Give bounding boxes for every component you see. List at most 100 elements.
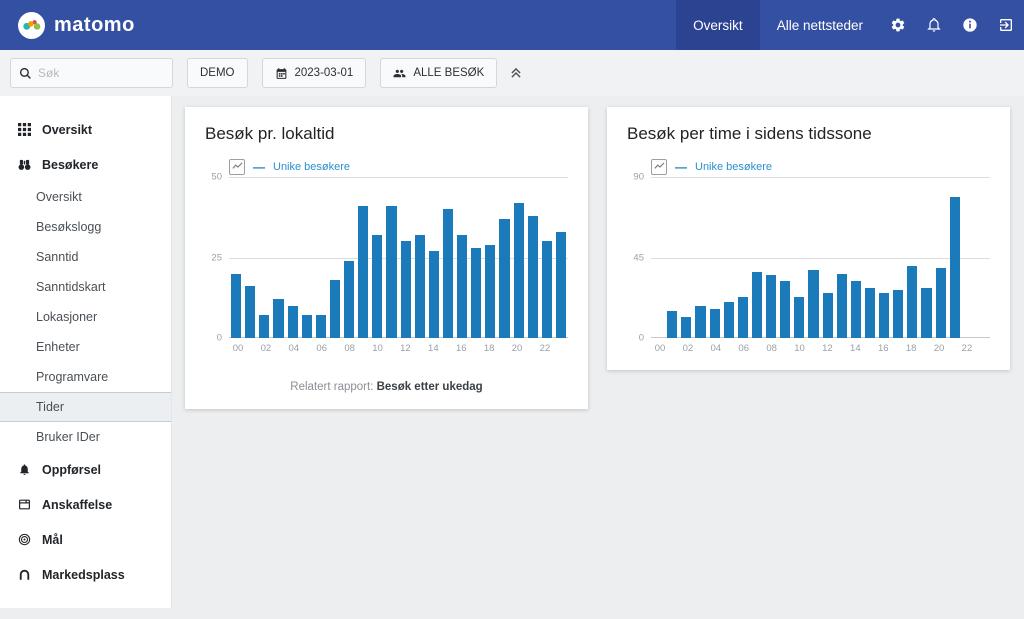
related-report-link[interactable]: Besøk etter ukedag xyxy=(376,381,483,393)
x-tick-label: 22 xyxy=(961,343,973,354)
site-selector-button[interactable]: DEMO xyxy=(187,58,248,88)
content-area: Besøk pr. lokaltid — Unike besøkere 50 2… xyxy=(172,96,1024,619)
bar[interactable] xyxy=(315,315,326,338)
info-icon[interactable] xyxy=(952,0,988,50)
bar[interactable] xyxy=(737,296,748,338)
search-box[interactable] xyxy=(10,58,173,88)
sidebar-item-m-l[interactable]: Mål xyxy=(0,522,171,557)
sidebar-item-lokasjoner[interactable]: Lokasjoner xyxy=(0,302,171,332)
sidebar-item-label: Bruker IDer xyxy=(36,430,100,444)
bar[interactable] xyxy=(766,275,777,338)
bar[interactable] xyxy=(794,296,805,338)
bar[interactable] xyxy=(527,215,538,338)
bar[interactable] xyxy=(780,280,791,338)
x-tick-label xyxy=(384,343,398,354)
nav-item-alle-nettsteder[interactable]: Alle nettsteder xyxy=(776,17,863,33)
chart-type-icon[interactable] xyxy=(651,158,667,175)
sidebar-item-sanntidskart[interactable]: Sanntidskart xyxy=(0,272,171,302)
bar[interactable] xyxy=(695,305,706,338)
gear-icon[interactable] xyxy=(880,0,916,50)
bar[interactable] xyxy=(935,268,946,338)
bar[interactable] xyxy=(344,260,355,338)
bar[interactable] xyxy=(907,266,918,338)
bar[interactable] xyxy=(723,302,734,338)
x-tick-label xyxy=(273,343,287,354)
sidebar-item-bruker-ider[interactable]: Bruker IDer xyxy=(0,422,171,452)
bar[interactable] xyxy=(485,244,496,338)
bar[interactable] xyxy=(231,273,242,338)
segment-selector-label: ALLE BESØK xyxy=(413,67,485,79)
bar[interactable] xyxy=(681,316,692,338)
bar[interactable] xyxy=(864,287,875,338)
bar[interactable] xyxy=(372,234,383,338)
matomo-logo-icon xyxy=(18,11,45,39)
sidebar-item-anskaffelse[interactable]: Anskaffelse xyxy=(0,487,171,522)
sidebar-item-programvare[interactable]: Programvare xyxy=(0,362,171,392)
bar[interactable] xyxy=(808,270,819,338)
sidebar-item-label: Oversikt xyxy=(36,190,82,204)
x-tick-label: 18 xyxy=(483,343,495,354)
bar[interactable] xyxy=(471,247,482,338)
bar[interactable] xyxy=(822,293,833,338)
sidebar-item-oversikt[interactable]: Oversikt xyxy=(0,112,171,147)
x-tick-label xyxy=(667,343,681,354)
search-input[interactable] xyxy=(38,66,148,80)
bar[interactable] xyxy=(259,315,270,338)
sidebar-item-sanntid[interactable]: Sanntid xyxy=(0,242,171,272)
bar[interactable] xyxy=(245,286,256,338)
sidebar-item-enheter[interactable]: Enheter xyxy=(0,332,171,362)
bar[interactable] xyxy=(513,202,524,338)
bar[interactable] xyxy=(667,311,678,338)
bar[interactable] xyxy=(428,251,439,338)
bar[interactable] xyxy=(879,293,890,338)
sidebar-item-markedsplass[interactable]: Markedsplass xyxy=(0,557,171,592)
sidebar-item-bes-kslogg[interactable]: Besøkslogg xyxy=(0,212,171,242)
bar[interactable] xyxy=(541,241,552,338)
sidebar-item-oversikt[interactable]: Oversikt xyxy=(0,182,171,212)
bar[interactable] xyxy=(400,241,411,338)
bell-icon xyxy=(18,463,31,476)
bar[interactable] xyxy=(301,315,312,338)
bar[interactable] xyxy=(358,205,369,338)
card-besok-pr-lokaltid: Besøk pr. lokaltid — Unike besøkere 50 2… xyxy=(185,107,588,409)
x-tick-label xyxy=(779,343,793,354)
x-tick-label: 12 xyxy=(822,343,833,354)
sidebar-item-bes-kere[interactable]: Besøkere xyxy=(0,147,171,182)
bar[interactable] xyxy=(850,280,861,338)
legend-label[interactable]: Unike besøkere xyxy=(695,160,773,173)
bar[interactable] xyxy=(386,205,397,338)
bar[interactable] xyxy=(751,271,762,338)
users-icon xyxy=(393,69,406,77)
bar[interactable] xyxy=(457,234,468,338)
top-navbar: matomo Oversikt Alle nettsteder xyxy=(0,0,1024,50)
chart-type-icon[interactable] xyxy=(229,158,245,175)
nav-item-oversikt[interactable]: Oversikt xyxy=(676,0,760,50)
bar[interactable] xyxy=(893,289,904,338)
sidebar-item-tider[interactable]: Tider xyxy=(0,392,171,422)
date-selector-label: 2023-03-01 xyxy=(294,67,354,79)
matomo-brand[interactable]: matomo xyxy=(0,11,135,39)
bar[interactable] xyxy=(921,287,932,338)
toolbar: DEMO 2023-03-01 ALLE BESØK xyxy=(0,50,1024,96)
double-chevron-up-icon[interactable] xyxy=(509,66,523,80)
bar[interactable] xyxy=(555,231,566,338)
sidebar-item-label: Programvare xyxy=(36,370,109,384)
bar[interactable] xyxy=(414,234,425,338)
y-tick: 90 xyxy=(633,171,644,183)
bar[interactable] xyxy=(499,218,510,338)
bar[interactable] xyxy=(949,196,960,338)
bar[interactable] xyxy=(287,305,298,338)
logout-icon[interactable] xyxy=(988,0,1024,50)
x-tick-label xyxy=(695,343,709,354)
sidebar-item-oppf-rsel[interactable]: Oppførsel xyxy=(0,452,171,487)
bar[interactable] xyxy=(709,309,720,338)
legend-label[interactable]: Unike besøkere xyxy=(273,160,351,173)
segment-selector-button[interactable]: ALLE BESØK xyxy=(380,58,498,88)
date-selector-button[interactable]: 2023-03-01 xyxy=(261,58,367,88)
bar[interactable] xyxy=(329,280,340,338)
bar[interactable] xyxy=(836,273,847,338)
y-tick: 0 xyxy=(638,332,644,344)
bar[interactable] xyxy=(442,209,453,338)
bell-icon[interactable] xyxy=(916,0,952,50)
bar[interactable] xyxy=(273,299,284,338)
